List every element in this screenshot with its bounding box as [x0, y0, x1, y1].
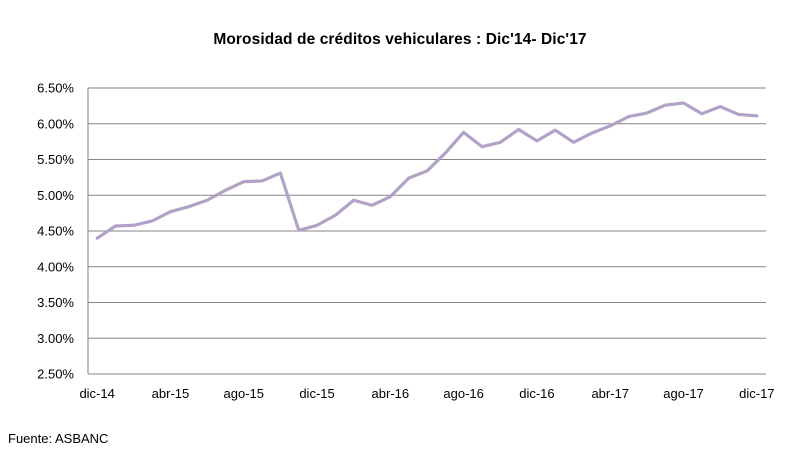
y-tick-label: 2.50% — [37, 367, 74, 382]
source-footnote: Fuente: ASBANC — [8, 431, 109, 446]
x-tick-label: dic-17 — [739, 386, 774, 401]
series-layer — [95, 101, 759, 240]
y-tick-label: 4.00% — [37, 259, 74, 274]
y-tick-label: 5.00% — [37, 188, 74, 203]
x-tick-label: ago-16 — [443, 386, 483, 401]
x-tick-labels: dic-14 abr-15 ago-15 dic-15 abr-16 ago-16 dic-… — [79, 386, 774, 401]
x-tick-label: dic-14 — [79, 386, 114, 401]
y-tick-labels: 2.50% 3.00% 3.50% 4.00% 4.50% 5.00% 5.50% 6.00%… — [37, 81, 74, 382]
x-tick-label: abr-15 — [152, 386, 190, 401]
x-tick-label: abr-17 — [591, 386, 629, 401]
series-line — [95, 101, 759, 240]
x-tick-label: ago-17 — [663, 386, 703, 401]
y-tick-label: 5.50% — [37, 152, 74, 167]
x-tick-label: abr-16 — [372, 386, 410, 401]
x-tick-label: ago-15 — [224, 386, 264, 401]
y-tick-label: 4.50% — [37, 224, 74, 239]
y-tick-label: 3.00% — [37, 331, 74, 346]
y-tick-label: 6.50% — [37, 81, 74, 96]
x-tick-label: dic-16 — [519, 386, 554, 401]
x-tick-label: dic-15 — [299, 386, 334, 401]
gridlines — [88, 87, 766, 339]
y-tick-label: 6.00% — [37, 116, 74, 131]
chart-title: Morosidad de créditos vehiculares : Dic'… — [213, 31, 587, 48]
y-tick-label: 3.50% — [37, 295, 74, 310]
